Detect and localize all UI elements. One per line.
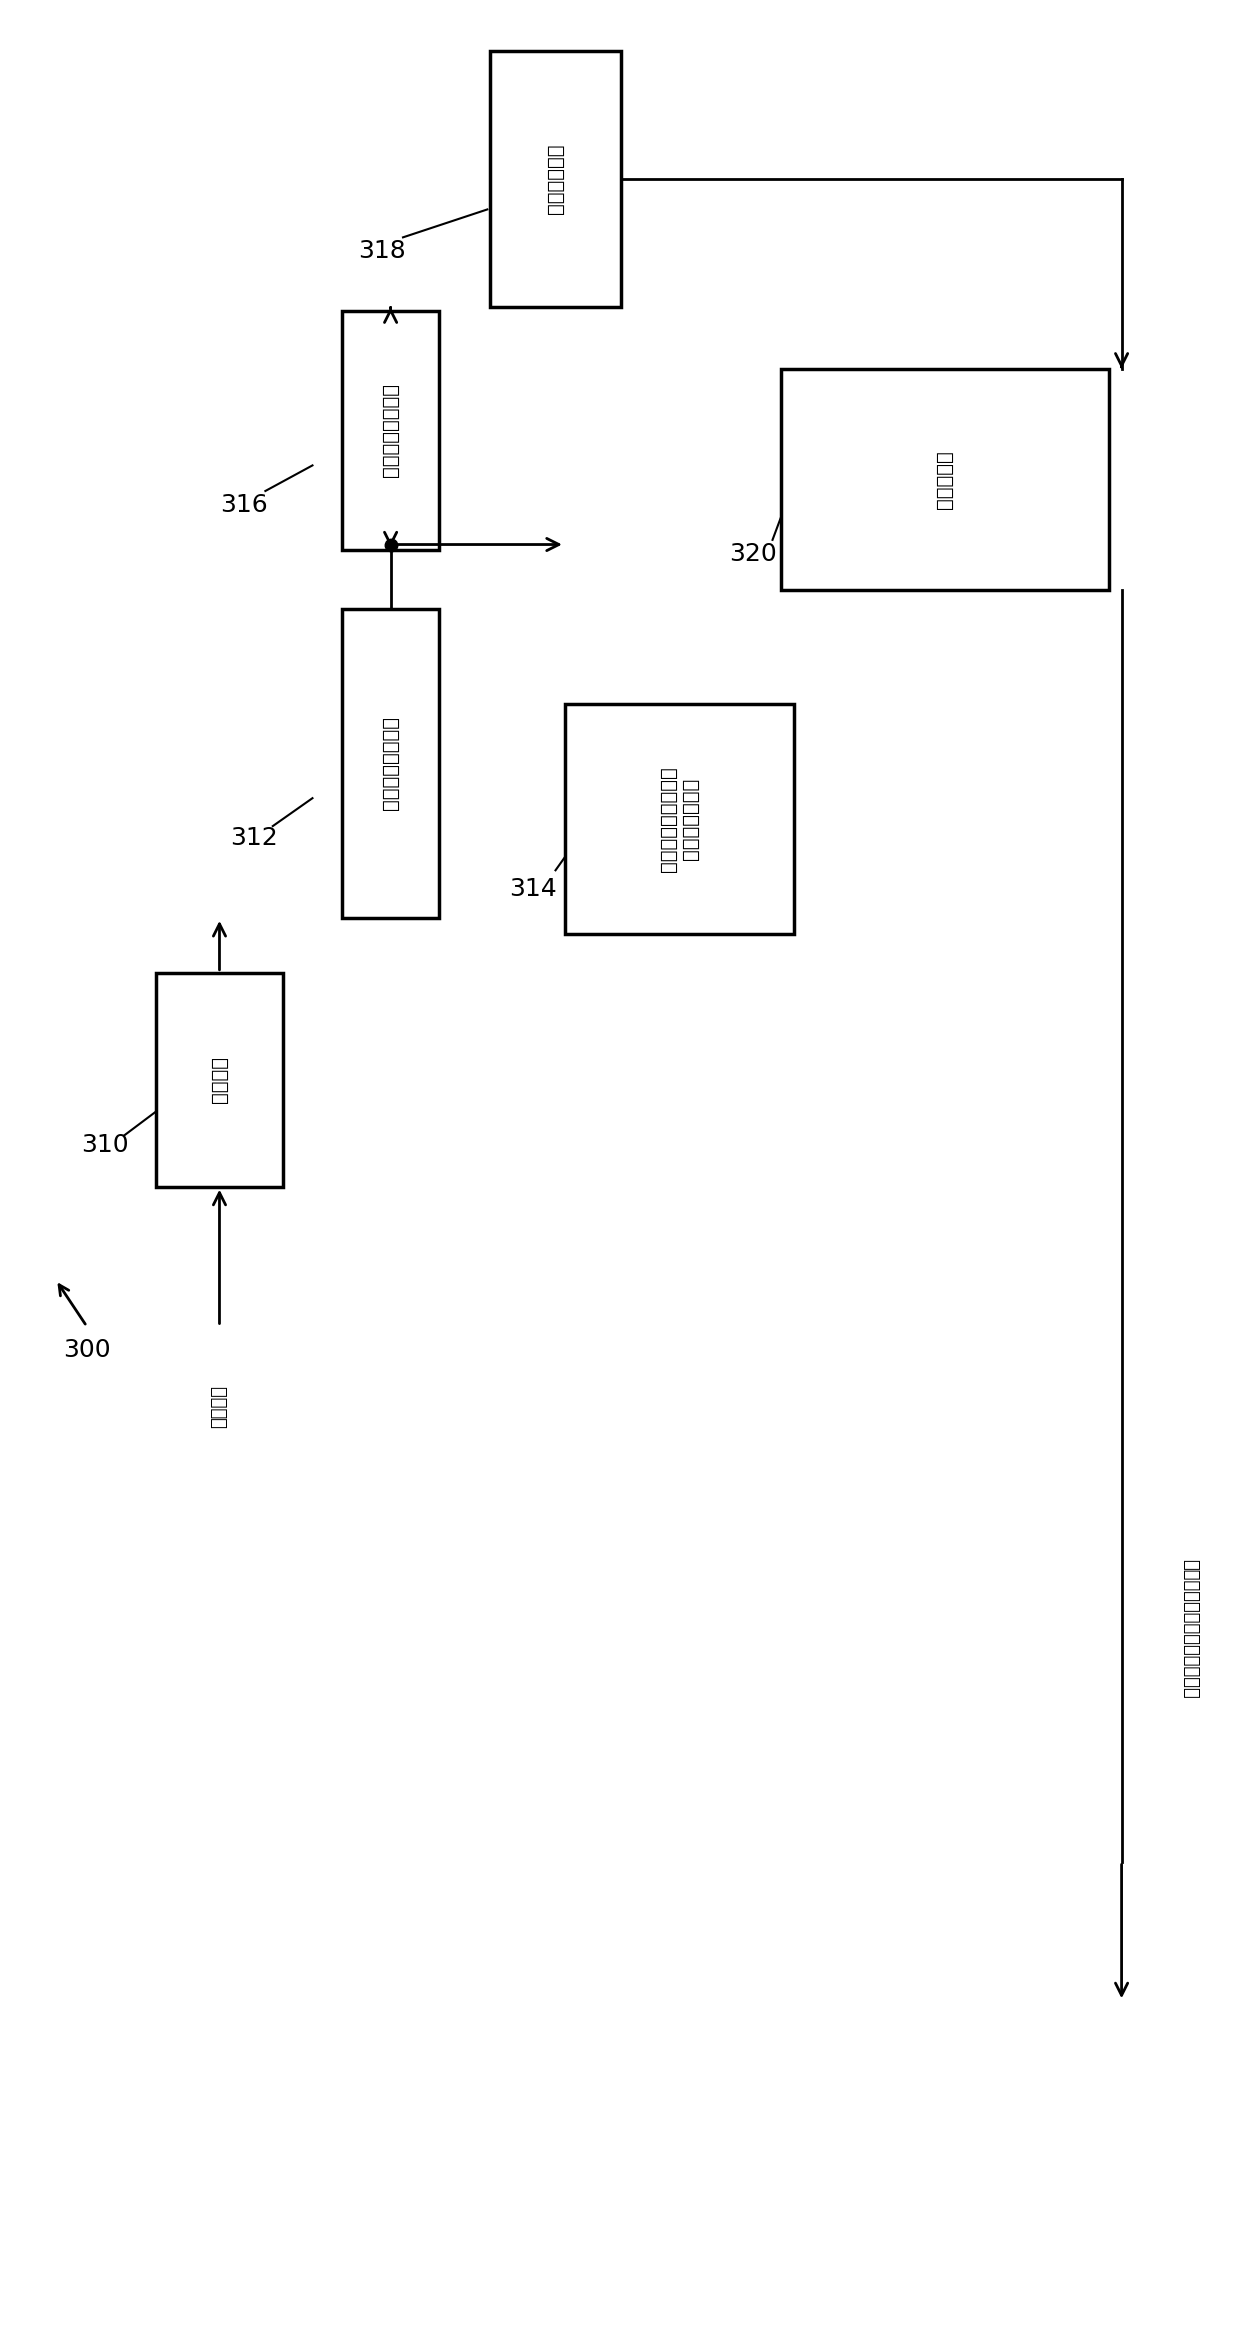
Bar (342, 607, 439, 917)
Text: 采集回波数据: 采集回波数据 (546, 144, 565, 214)
Text: 设置脉冲持续时间: 设置脉冲持续时间 (381, 384, 401, 477)
Text: 300: 300 (63, 1338, 110, 1361)
Text: 去往扫描转换器和图像处理器: 去往扫描转换器和图像处理器 (1182, 1559, 1199, 1699)
Text: 318: 318 (358, 240, 405, 263)
Text: 多普勒处理: 多普勒处理 (935, 449, 955, 510)
Text: 识别探头的中心频率
并设置发射频率: 识别探头的中心频率 并设置发射频率 (658, 766, 701, 873)
Text: 312: 312 (231, 826, 278, 849)
Text: 320: 320 (729, 542, 776, 565)
Text: 314: 314 (510, 877, 557, 901)
Text: 316: 316 (221, 493, 268, 517)
Text: 用户输入: 用户输入 (211, 1385, 228, 1426)
Bar (781, 368, 1109, 589)
Bar (156, 973, 283, 1187)
Bar (342, 312, 439, 551)
Text: 310: 310 (82, 1133, 129, 1157)
Text: 选择模式: 选择模式 (210, 1056, 229, 1103)
Bar (565, 703, 795, 933)
Text: 自动设置脉冲参数: 自动设置脉冲参数 (381, 717, 401, 810)
Bar (491, 51, 621, 307)
